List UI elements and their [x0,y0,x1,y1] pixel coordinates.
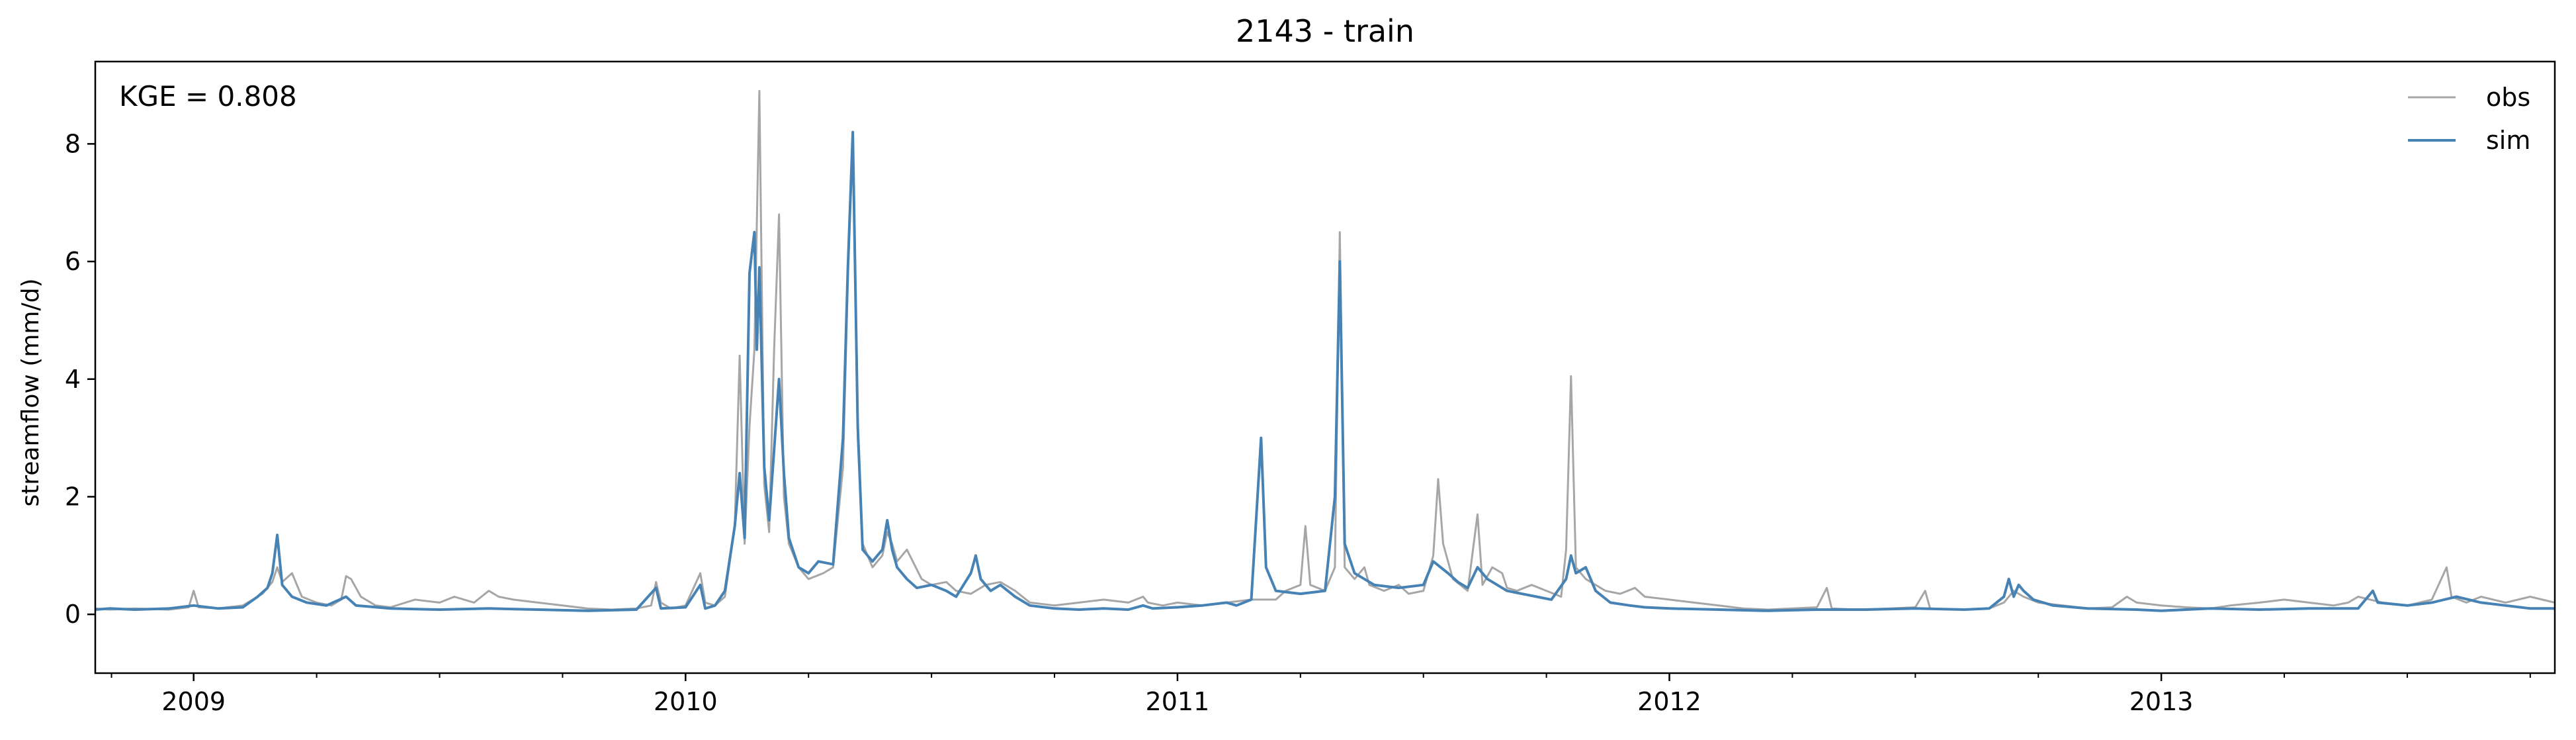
x-tick-label: 2012 [1637,687,1701,716]
y-axis: 0 2 4 6 8 [65,129,95,629]
y-tick-label: 8 [65,129,81,158]
y-axis-label: streamflow (mm/d) [17,279,44,507]
plot-area [95,89,2555,612]
x-tick-label: 2011 [1146,687,1210,716]
chart-title: 2143 - train [1236,13,1414,49]
y-tick-label: 6 [65,247,81,276]
x-tick-label: 2009 [161,687,226,716]
series-layer [95,89,2555,612]
legend: obs sim [2408,83,2530,155]
kge-annotation: KGE = 0.808 [119,80,297,113]
plot-frame [94,60,2556,674]
x-tick-label: 2013 [2129,687,2194,716]
x-tick-label: 2010 [654,687,718,716]
series-line-sim [95,130,2555,612]
legend-label-sim: sim [2486,126,2530,155]
y-tick-label: 4 [65,365,81,394]
x-axis: 2009 2010 2011 2012 2013 [110,673,2531,716]
legend-label-obs: obs [2486,83,2530,112]
y-tick-label: 2 [65,482,81,511]
y-tick-label: 0 [65,600,81,629]
